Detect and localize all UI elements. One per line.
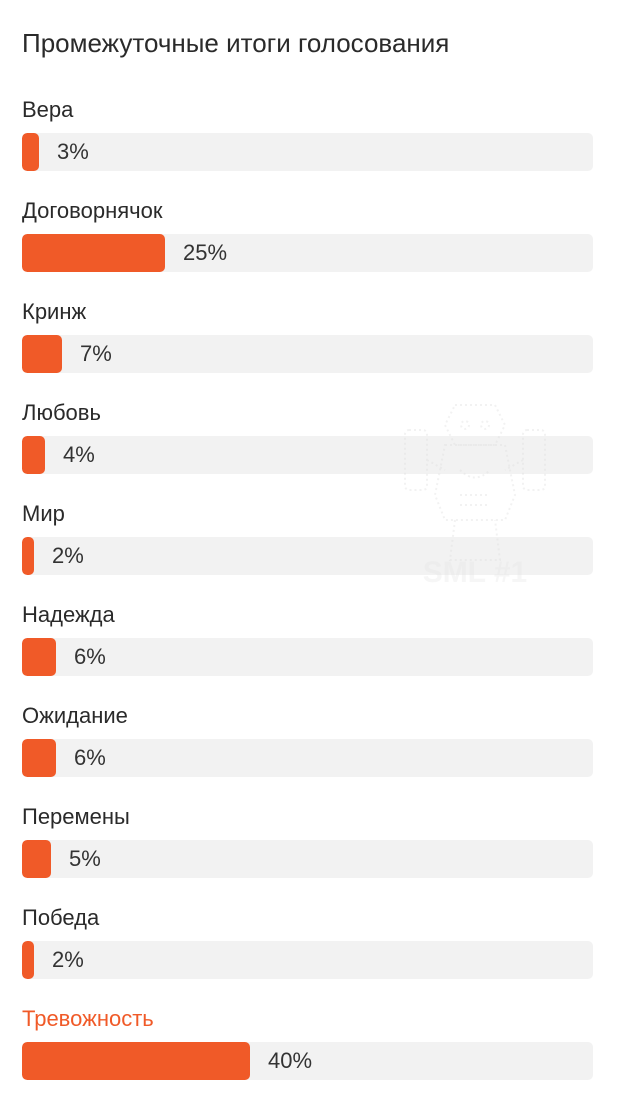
result-bar-track: 5% [22, 840, 593, 878]
option-percent: 25% [183, 240, 228, 265]
option-percent: 2% [52, 947, 84, 972]
result-bar-track: 25% [22, 234, 593, 272]
option-percent: 3% [57, 139, 89, 164]
poll-option[interactable]: Надежда 6% [22, 601, 594, 679]
option-label: Любовь [22, 400, 101, 425]
poll-option-selected[interactable]: Тревожность 40% [22, 1005, 594, 1083]
option-label: Тревожность [22, 1006, 154, 1031]
option-label: Вера [22, 97, 74, 122]
result-bar-fill [22, 436, 45, 474]
result-bar-fill [22, 234, 165, 272]
option-percent: 2% [52, 543, 84, 568]
option-percent: 5% [69, 846, 101, 871]
option-percent: 6% [74, 745, 106, 770]
result-bar-track: 2% [22, 941, 593, 979]
poll-option[interactable]: Победа 2% [22, 904, 594, 982]
result-bar-track: 40% [22, 1042, 593, 1080]
result-bar-track: 3% [22, 133, 593, 171]
option-percent: 7% [80, 341, 112, 366]
result-bar-track: 6% [22, 638, 593, 676]
result-bar-fill [22, 638, 56, 676]
result-bar-fill [22, 335, 62, 373]
result-bar-fill [22, 840, 51, 878]
poll-option[interactable]: Перемены 5% [22, 803, 594, 881]
result-bar-fill [22, 739, 56, 777]
option-label: Ожидание [22, 703, 128, 728]
option-label: Мир [22, 501, 65, 526]
result-bar-fill [22, 1042, 250, 1080]
poll-option[interactable]: Любовь 4% [22, 399, 594, 477]
option-percent: 6% [74, 644, 106, 669]
poll-option[interactable]: Ожидание 6% [22, 702, 594, 780]
option-label: Кринж [22, 299, 87, 324]
option-label: Надежда [22, 602, 115, 627]
option-label: Договорнячок [22, 198, 163, 223]
result-bar-track: 2% [22, 537, 593, 575]
poll-title: Промежуточные итоги голосования [22, 28, 450, 58]
option-label: Перемены [22, 804, 130, 829]
poll-option[interactable]: Кринж 7% [22, 298, 594, 376]
result-bar-fill [22, 537, 34, 575]
result-bar-track: 4% [22, 436, 593, 474]
poll-option[interactable]: Мир 2% [22, 500, 594, 578]
option-percent: 40% [268, 1048, 313, 1073]
result-bar-fill [22, 133, 39, 171]
result-bar-fill [22, 941, 34, 979]
result-bar-track: 6% [22, 739, 593, 777]
poll-option[interactable]: Вера 3% [22, 96, 594, 174]
poll-option[interactable]: Договорнячок 25% [22, 197, 594, 275]
result-bar-track: 7% [22, 335, 593, 373]
option-label: Победа [22, 905, 100, 930]
option-percent: 4% [63, 442, 95, 467]
